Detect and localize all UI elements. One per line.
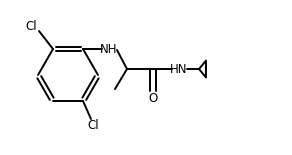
Text: HN: HN — [170, 62, 188, 75]
Text: O: O — [148, 91, 158, 104]
Text: NH: NH — [100, 42, 118, 55]
Text: Cl: Cl — [25, 20, 37, 33]
Text: Cl: Cl — [87, 120, 99, 133]
